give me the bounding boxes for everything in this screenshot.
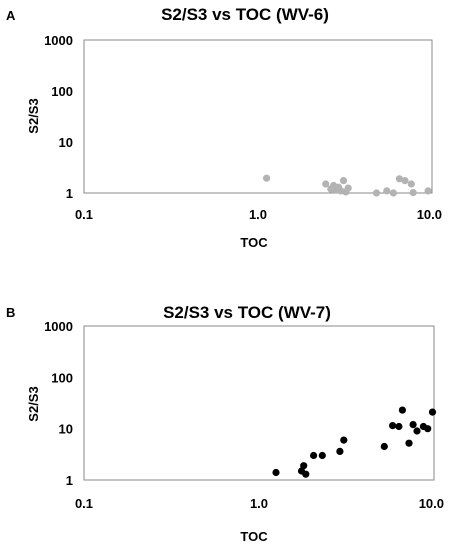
x-axis-label: TOC [240,235,268,250]
chart-title: S2/S3 vs TOC (WV-6) [161,5,329,24]
data-point [405,439,413,447]
y-tick-label: 1 [66,186,73,201]
data-point [395,422,403,431]
panel-a: A S2/S3 vs TOC (WV-6) 1 10 100 1000 0.1 1.0 1… [6,5,442,250]
data-point [340,436,348,444]
data-point [318,451,326,460]
data-point [372,189,381,197]
data-point [300,462,308,470]
data-point [409,421,417,429]
data-point [380,442,388,451]
data-point [413,427,421,435]
data-point [409,189,417,197]
y-tick-labels: 1 10 100 1000 [44,33,73,201]
y-tick-label: 1000 [44,319,73,334]
panel-b: B S2/S3 vs TOC (WV-7) 1 10 100 1000 0.1 1.0 1… [6,303,444,544]
data-point [263,174,271,182]
plot-area [83,325,435,481]
data-point [383,187,391,195]
data-point [428,408,437,416]
data-point [272,468,280,477]
data-point [310,451,318,460]
data-point [322,180,330,188]
y-tick-label: 10 [59,135,73,150]
data-point [424,425,432,433]
y-axis-label: S2/S3 [26,386,41,421]
x-tick-label: 10.0 [419,496,444,511]
x-axis-label: TOC [240,529,268,544]
y-tick-label: 10 [59,422,73,437]
data-point [398,406,406,414]
y-tick-label: 100 [51,84,73,99]
y-axis-label: S2/S3 [26,98,41,133]
y-tick-label: 1000 [44,33,73,48]
panel-letter: B [6,305,15,320]
y-tick-label: 100 [51,370,73,385]
y-tick-labels: 1 10 100 1000 [44,319,73,488]
data-points [272,406,437,478]
x-tick-label: 1.0 [249,207,267,222]
chart-title: S2/S3 vs TOC (WV-7) [163,303,331,322]
y-tick-label: 1 [66,473,73,488]
data-point [302,470,310,478]
data-point [424,187,432,195]
data-point [339,177,348,185]
data-point [344,184,352,192]
data-point [389,189,397,197]
data-point [395,175,403,183]
x-tick-label: 1.0 [250,496,268,511]
x-tick-labels: 0.1 1.0 10.0 [75,207,442,222]
x-tick-label: 0.1 [75,207,93,222]
data-point [401,177,409,185]
data-points [263,174,432,197]
data-point [389,422,397,430]
x-tick-label: 0.1 [75,496,93,511]
data-point [336,447,344,455]
x-tick-label: 10.0 [417,207,442,222]
x-tick-labels: 0.1 1.0 10.0 [75,496,444,511]
plot-area [83,39,433,194]
panel-letter: A [6,8,16,23]
data-point [407,180,415,188]
